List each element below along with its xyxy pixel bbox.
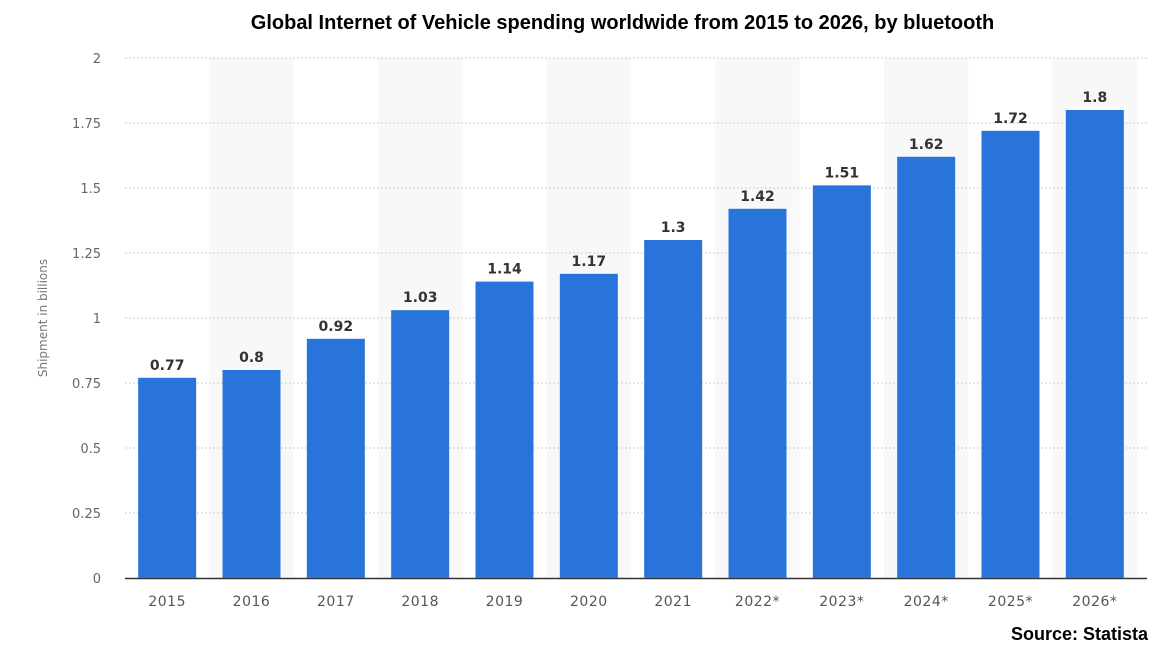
x-tick-label: 2026* [1072,594,1117,610]
y-tick-label: 1.75 [72,117,101,132]
y-tick-label: 0.25 [72,507,101,522]
x-tick-label: 2021 [654,594,692,610]
x-tick-label: 2023* [819,594,864,610]
data-label: 1.42 [740,189,775,205]
data-label: 1.62 [909,137,944,153]
bar-2017 [306,338,365,578]
x-tick-label: 2024* [904,594,949,610]
data-label: 0.92 [319,319,354,335]
bar-2022* [728,208,787,579]
y-tick-label: 1.5 [80,182,101,197]
x-tick-label: 2025* [988,594,1033,610]
bar-2019 [475,281,534,578]
data-label: 1.14 [487,262,522,278]
bar-2024* [897,156,956,579]
bar-2025* [981,130,1040,579]
y-tick-label: 2 [93,52,101,67]
source-note: Source: Statista [1010,624,1148,644]
data-label: 0.8 [239,350,264,366]
x-tick-label: 2019 [486,594,524,610]
bar-2026* [1065,110,1124,578]
data-label: 1.03 [403,290,438,306]
y-tick-label: 0 [93,572,101,587]
y-axis-label: Shipment in billions [36,259,50,377]
data-label: 1.17 [572,254,607,270]
bar-2018 [391,310,450,578]
bar-2023* [812,185,871,578]
x-tick-label: 2015 [148,594,186,610]
x-tick-label: 2020 [570,594,608,610]
chart-title: Global Internet of Vehicle spending worl… [250,12,995,34]
x-tick-label: 2016 [233,594,271,610]
y-tick-label: 1.25 [72,247,101,262]
x-tick-label: 2017 [317,594,355,610]
data-label: 1.72 [993,111,1028,127]
bar-2016 [222,370,281,578]
data-label: 1.3 [661,220,686,236]
x-tick-label: 2018 [401,594,439,610]
bar-2021 [644,240,703,578]
y-tick-label: 0.75 [72,377,101,392]
y-tick-label: 0.5 [80,442,101,457]
data-label: 1.8 [1082,90,1107,106]
x-tick-label: 2022* [735,594,780,610]
bar-2015 [138,377,197,578]
y-tick-label: 1 [93,312,101,327]
data-label: 1.51 [825,165,860,181]
data-label: 0.77 [150,358,185,374]
bar-2020 [559,273,618,578]
